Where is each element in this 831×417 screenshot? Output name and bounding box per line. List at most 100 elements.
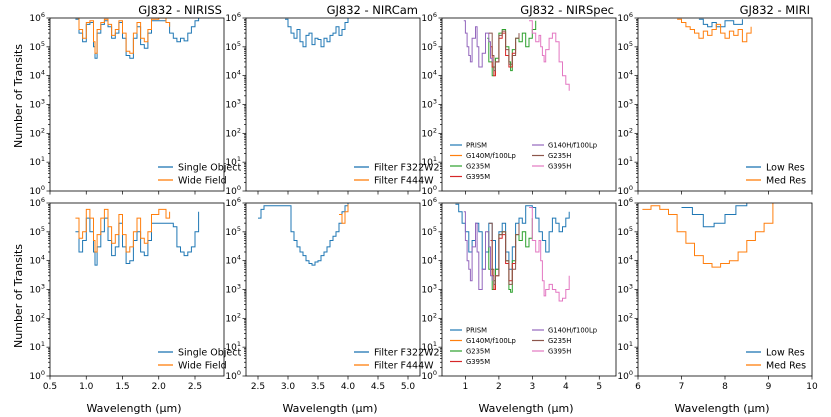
panel-title: GJ832 - NIRISS (138, 3, 222, 17)
x-tick-label: 5 (596, 382, 602, 392)
y-tick-label: 102 (29, 126, 45, 139)
x-tick-label: 4.5 (371, 382, 385, 392)
y-tick-label: 101 (225, 340, 241, 353)
y-tick-label: 101 (617, 340, 633, 353)
y-tick-label: 102 (225, 126, 241, 139)
series-group (285, 18, 349, 48)
series-line-wide-field (75, 208, 171, 253)
y-tick-label: 105 (421, 225, 437, 238)
y-tick-label: 100 (421, 369, 437, 382)
legend: PRISM G140M/f100Lp G235M G395M G140H/f100Lp G… (450, 327, 597, 366)
x-axis-label-nirspec: Wavelength (μm) (478, 402, 573, 415)
y-tick-label: 101 (29, 155, 45, 168)
series-group (75, 208, 200, 266)
y-tick-label: 101 (617, 155, 633, 168)
legend-label: G235H (548, 337, 571, 345)
series-line-low-res (698, 18, 743, 28)
legend-label: G395M (466, 173, 490, 181)
x-tick-label: 4 (563, 382, 569, 392)
y-tick-label: 102 (225, 311, 241, 324)
y-tick-label: 106 (617, 196, 633, 209)
y-tick-label: 105 (225, 225, 241, 238)
panel-miri-top: 100 101 102 103 104 105 106 GJ832 - MIRI Low Res… (617, 3, 813, 197)
y-tick-label: 100 (29, 184, 45, 197)
y-tick-label: 100 (29, 369, 45, 382)
y-tick-label: 105 (617, 40, 633, 53)
panel-niriss-bottom: 100 101 102 103 104 105 106 0.5 1.0 1.5 2.0 2.5 Sing… (29, 196, 241, 392)
series-group (258, 203, 349, 266)
series-line-g235h (488, 222, 520, 285)
y-tick-label: 100 (617, 184, 633, 197)
x-tick-label: 2.0 (152, 382, 167, 392)
y-tick-label: 100 (421, 184, 437, 197)
y-tick-label: 105 (29, 225, 45, 238)
x-tick-label: 1.0 (79, 382, 94, 392)
legend-label: G140M/f100Lp (466, 152, 516, 160)
y-tick-label: 105 (29, 40, 45, 53)
y-tick-label: 102 (421, 126, 437, 139)
y-tick-label: 104 (617, 254, 633, 267)
panel-niriss-top: 100 101 102 103 104 105 106 GJ832 - NIRISS Singl… (29, 3, 241, 197)
series-line-filter-f444w (339, 204, 349, 224)
x-tick-label: 3 (529, 382, 535, 392)
y-tick-label: 101 (421, 155, 437, 168)
y-tick-label: 103 (29, 98, 45, 111)
series-line-med-res (677, 18, 752, 43)
legend-label: Single Object (178, 163, 241, 174)
x-tick-label: 2.5 (188, 382, 202, 392)
y-tick-label: 103 (421, 98, 437, 111)
series-line-wide-field (75, 18, 171, 54)
series-line-g395h (529, 20, 570, 91)
y-tick-label: 104 (421, 69, 437, 82)
y-tick-label: 102 (421, 311, 437, 324)
legend: Filter F322W2 Filter F444W (354, 163, 440, 187)
series-group (642, 203, 774, 268)
legend-label: G235M (466, 348, 490, 356)
series-line-g395h (529, 207, 570, 302)
y-axis-label-bottom: Number of Transits (12, 244, 25, 348)
panel-title: GJ832 - NIRSpec (520, 3, 614, 17)
y-tick-label: 102 (617, 126, 633, 139)
legend-label: Wide Field (178, 176, 227, 187)
panel-miri-bottom: 100 101 102 103 104 105 106 6 7 8 9 10 Low Res Med Re… (617, 196, 818, 392)
series-group (463, 20, 570, 91)
legend: Low Res Med Res (746, 348, 806, 372)
y-tick-label: 102 (29, 311, 45, 324)
y-tick-label: 104 (421, 254, 437, 267)
x-tick-label: 5.0 (401, 382, 416, 392)
legend: Low Res Med Res (746, 163, 806, 187)
y-tick-label: 106 (617, 11, 633, 24)
legend-label: Low Res (766, 348, 805, 359)
x-tick-label: 6 (635, 382, 641, 392)
series-group (455, 203, 570, 302)
legend: Filter F322W2 Filter F444W (354, 348, 440, 372)
legend: Single Object Wide Field (158, 348, 241, 372)
legend-label: Med Res (766, 176, 806, 187)
y-tick-label: 106 (421, 11, 437, 24)
y-tick-label: 106 (29, 11, 45, 24)
y-tick-label: 104 (225, 69, 241, 82)
panel-nirspec-top: 100 101 102 103 104 105 106 GJ832 - NIRSpec PRIS… (421, 3, 617, 197)
x-tick-label: 10 (806, 382, 818, 392)
y-tick-label: 103 (421, 283, 437, 296)
series-line-med-res (642, 203, 774, 268)
panel-nircam-bottom: 100 101 102 103 104 105 106 2.5 3.0 3.5 4.0 4.5 5.0 F… (225, 196, 439, 392)
legend: Single Object Wide Field (158, 163, 241, 187)
y-tick-label: 103 (225, 98, 241, 111)
y-tick-label: 100 (225, 184, 241, 197)
x-tick-label: 7 (679, 382, 685, 392)
legend-label: G140M/f100Lp (466, 337, 516, 345)
y-tick-label: 101 (29, 340, 45, 353)
y-tick-label: 105 (617, 225, 633, 238)
legend-label: G395H (548, 163, 571, 171)
y-tick-label: 103 (29, 283, 45, 296)
x-axis-label-nircam: Wavelength (μm) (282, 402, 377, 415)
legend-label: Med Res (766, 361, 806, 372)
y-tick-label: 103 (617, 283, 633, 296)
x-tick-label: 4.0 (341, 382, 356, 392)
y-tick-label: 106 (29, 196, 45, 209)
legend-label: Filter F444W (374, 361, 434, 372)
legend-label: Wide Field (178, 361, 227, 372)
legend-label: G140H/f100Lp (548, 327, 597, 335)
x-tick-label: 8 (722, 382, 728, 392)
